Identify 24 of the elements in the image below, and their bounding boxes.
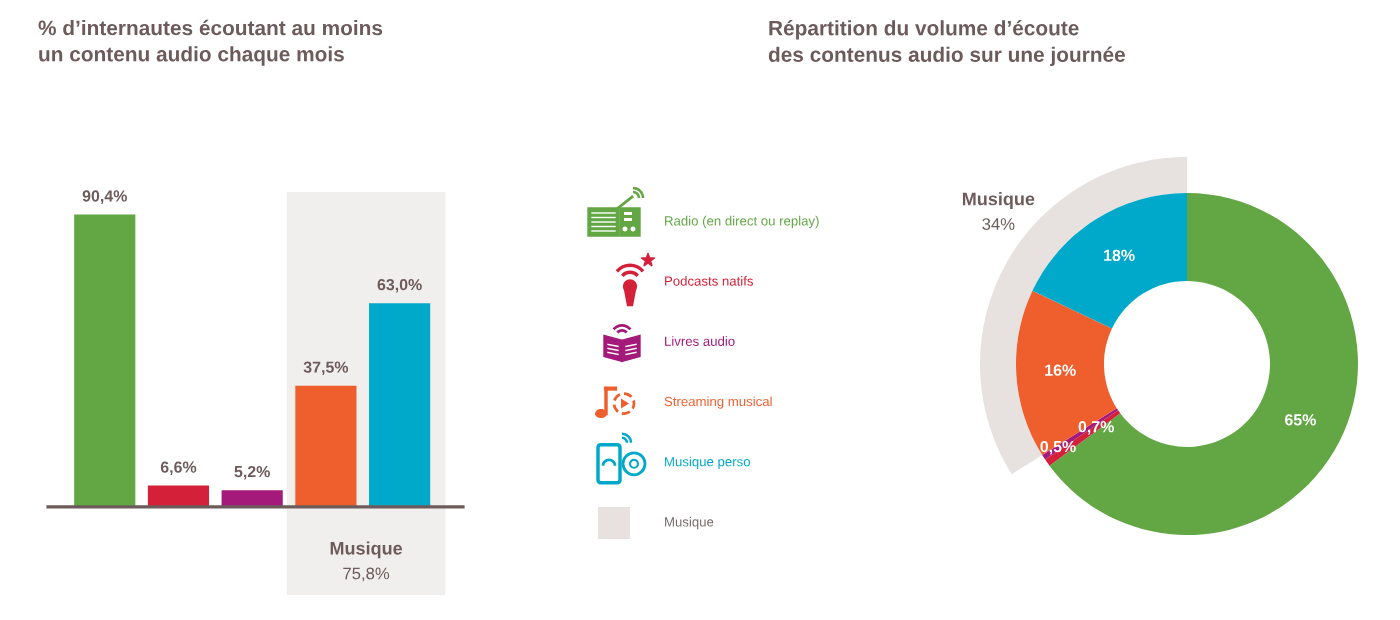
legend-label: Streaming musical bbox=[664, 396, 772, 409]
legend-label: Radio (en direct ou replay) bbox=[665, 215, 819, 229]
data-label: 5,2% bbox=[234, 465, 270, 480]
bar bbox=[369, 303, 431, 507]
data-label: 90,4% bbox=[82, 190, 127, 204]
text: Musique 75,8% bbox=[330, 541, 403, 582]
data-label: 18% bbox=[1104, 249, 1135, 261]
legend-label: Podcasts natifs bbox=[665, 276, 753, 286]
chart-title: % d’internautes écoutant au moins un contenu audio chaque mois bbox=[38, 19, 383, 66]
data-label: 6,6% bbox=[160, 461, 197, 476]
data-label: 0,7% bbox=[1078, 421, 1114, 435]
chart-title: Répartition du volume d’écoute des contenus audio sur une journée bbox=[768, 20, 1125, 67]
bar bbox=[295, 385, 357, 507]
donut-slice bbox=[1016, 290, 1117, 456]
legend-label: Musique perso bbox=[665, 456, 750, 469]
data-label: 37,5% bbox=[303, 361, 349, 376]
bar bbox=[74, 214, 136, 507]
text: Musique 34% bbox=[962, 192, 1035, 230]
data-label: 16% bbox=[1045, 364, 1076, 376]
legend-label: Livres audio bbox=[665, 336, 735, 346]
data-label: 0,5% bbox=[1040, 440, 1076, 455]
text: Musique bbox=[665, 516, 714, 530]
data-label: 63,0% bbox=[377, 278, 422, 293]
data-label: 65% bbox=[1284, 414, 1316, 426]
